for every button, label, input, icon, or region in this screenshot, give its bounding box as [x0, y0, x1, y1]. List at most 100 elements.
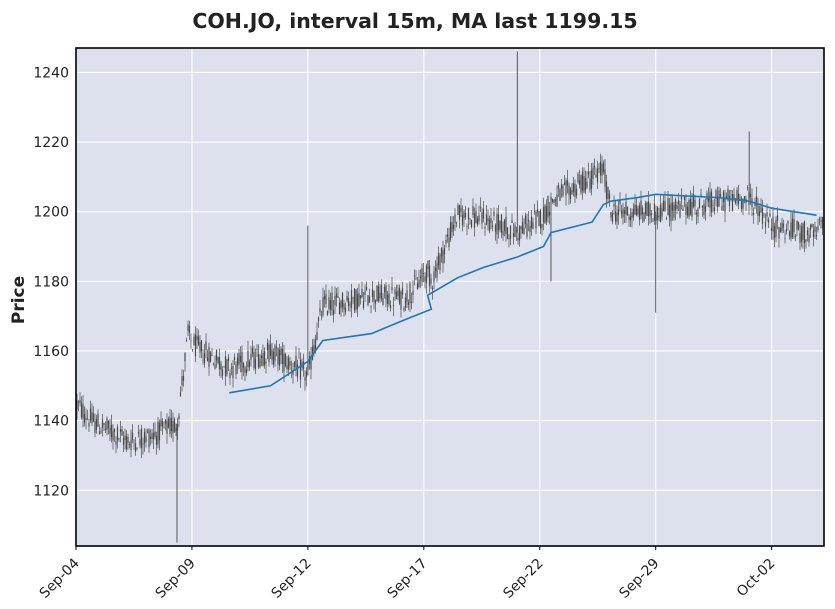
candle-body: [77, 401, 80, 403]
candle-body: [709, 192, 711, 208]
candle-body: [539, 210, 542, 229]
candle-body: [431, 287, 434, 290]
x-tick-label: Sep-22: [500, 556, 546, 602]
candle-body: [317, 317, 320, 322]
candle-body: [394, 289, 396, 295]
candle-body: [188, 325, 191, 333]
x-tick-label: Sep-09: [153, 556, 199, 602]
candle-body: [94, 420, 96, 433]
candle-body: [691, 202, 693, 217]
candle-body: [271, 349, 273, 360]
candle-body: [85, 418, 87, 421]
candle-body: [500, 214, 503, 233]
candle-body: [680, 196, 683, 200]
candle-body: [200, 340, 203, 352]
candle-body: [574, 183, 576, 197]
candle-body: [448, 237, 450, 247]
candle-body: [449, 221, 452, 240]
candle-body: [631, 212, 633, 218]
candle-body: [80, 402, 83, 418]
candle-body: [721, 205, 723, 211]
candle-body: [265, 361, 267, 364]
candle-body: [137, 432, 140, 434]
candle-body: [737, 193, 740, 205]
candle-body: [395, 291, 398, 300]
candle-body: [577, 173, 579, 183]
candle-body: [518, 226, 521, 241]
y-tick-label: 1120: [33, 483, 69, 499]
candle-body: [697, 208, 699, 217]
candle-body: [722, 191, 725, 203]
candle-body: [157, 421, 159, 445]
candle-body: [811, 223, 813, 227]
candle-body: [613, 203, 615, 207]
candle-body: [643, 213, 645, 222]
candle-body: [763, 214, 765, 216]
candle-body: [487, 217, 489, 222]
candle-body: [359, 295, 362, 299]
candle-body: [146, 431, 149, 433]
candle-body: [496, 213, 498, 235]
candle-body: [527, 219, 530, 222]
candle-body: [704, 206, 707, 212]
candle-body: [442, 250, 444, 264]
candle-body: [97, 413, 99, 427]
candle-body: [221, 369, 224, 376]
candle-body: [328, 297, 330, 310]
candle-body: [760, 206, 762, 213]
candle-body: [424, 276, 426, 282]
candle-body: [148, 429, 150, 448]
candle-body: [806, 230, 809, 236]
candle-body: [331, 292, 333, 311]
candle-body: [251, 348, 254, 354]
candle-body: [586, 181, 588, 188]
candle-body: [592, 167, 594, 179]
candle-body: [695, 212, 698, 215]
candle-body: [608, 193, 611, 199]
candle-body: [506, 227, 509, 239]
candle-body: [701, 205, 704, 208]
candle-body: [514, 225, 516, 237]
candle-body: [208, 346, 210, 367]
candle-body: [142, 443, 144, 445]
candle-body: [658, 215, 660, 218]
candle-body: [412, 290, 414, 296]
candle-body: [326, 311, 329, 315]
candle-body: [640, 200, 642, 216]
candle-body: [529, 226, 531, 232]
candle-body: [445, 240, 447, 244]
candle-body: [817, 226, 819, 231]
candle-body: [368, 296, 371, 303]
candle-body: [562, 185, 564, 196]
candle-body: [743, 196, 746, 201]
candle-body: [662, 200, 665, 212]
candle-body: [767, 219, 770, 223]
candle-body: [100, 431, 102, 433]
candle-body: [275, 346, 278, 348]
candle-body: [757, 204, 759, 216]
candle-body: [575, 188, 578, 196]
candle-body: [233, 357, 236, 360]
candle-body: [788, 231, 791, 237]
candle-body: [638, 205, 641, 220]
candle-body: [380, 285, 383, 299]
candle-body: [724, 197, 726, 213]
candle-body: [256, 348, 258, 350]
candle-body: [164, 419, 167, 424]
candle-body: [524, 215, 527, 224]
candle-body: [799, 233, 801, 243]
candle-body: [766, 212, 768, 217]
candle-body: [430, 278, 432, 284]
candle-body: [281, 348, 284, 365]
candle-body: [220, 363, 222, 370]
candle-body: [434, 267, 437, 272]
candle-body: [814, 226, 816, 232]
candle-body: [617, 209, 620, 216]
candle-body: [652, 220, 654, 222]
candle-body: [790, 222, 792, 239]
candle-body: [485, 214, 488, 225]
candle-body: [755, 196, 758, 206]
candle-body: [677, 200, 680, 205]
candle-body: [245, 369, 248, 374]
